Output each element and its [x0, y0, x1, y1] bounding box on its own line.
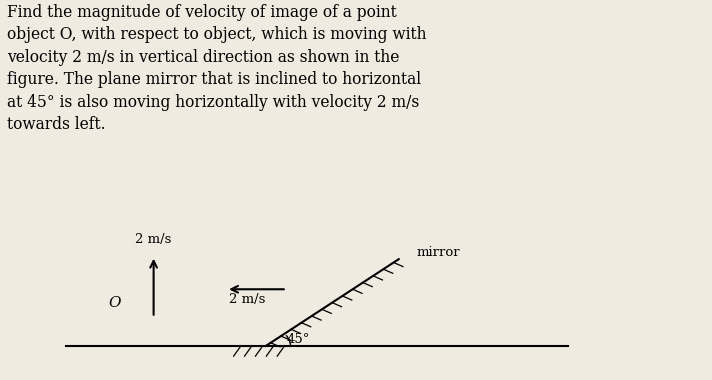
Text: mirror: mirror [417, 246, 461, 259]
Text: O: O [108, 296, 120, 310]
Text: Find the magnitude of velocity of image of a point
object O, with respect to obj: Find the magnitude of velocity of image … [7, 4, 426, 133]
Text: 2 m/s: 2 m/s [135, 233, 172, 246]
Text: 2 m/s: 2 m/s [229, 293, 266, 306]
Text: 45°: 45° [287, 333, 310, 346]
